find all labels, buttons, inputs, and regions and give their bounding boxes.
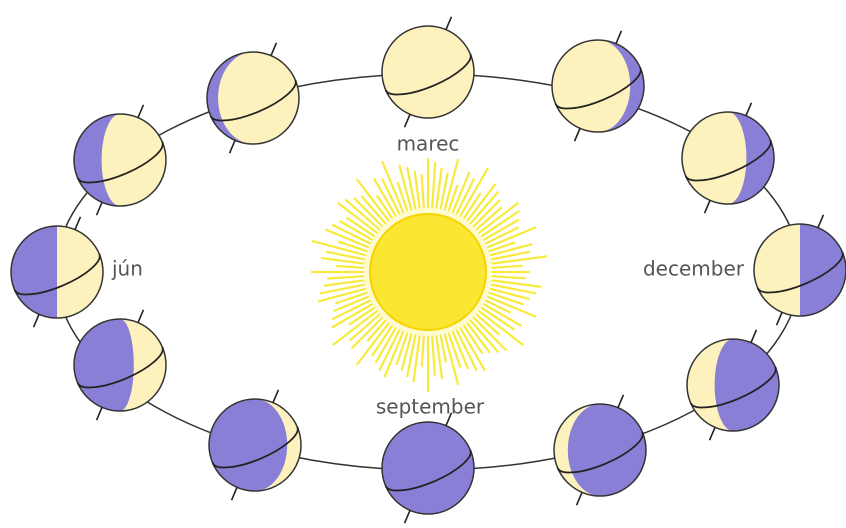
sun-ray [432,332,435,376]
sun-ray [488,276,526,278]
sun-ray [422,174,424,212]
sun-ray [465,320,491,353]
globe-axis-top [75,217,80,230]
globe [74,105,166,215]
globe [754,215,846,325]
globe-axis-bottom [705,200,710,213]
globe-axis-bottom [232,487,237,500]
globe-axis-bottom [97,407,102,420]
label-june: jún [111,257,143,281]
globe-night [800,224,846,316]
globe [209,390,301,500]
globe-axis-bottom [577,492,582,505]
globe-night [11,226,57,318]
globe-axis-bottom [777,312,782,325]
globe [687,330,779,440]
sun-ray [432,162,435,212]
globe-axis-bottom [230,140,235,153]
label-march: marec [397,132,460,156]
globe-axis-top [138,105,143,118]
sun-ray [327,276,368,279]
globe [554,395,646,505]
globe-axis-bottom [405,510,410,523]
globe-axis-top [271,43,276,56]
globe-axis-top [751,330,756,343]
globe-axis-bottom [97,202,102,215]
globe-axis-top [746,103,751,116]
sun-disc [370,214,486,330]
globe-axis-bottom [405,114,410,127]
label-september: september [376,395,485,419]
globe-axis-top [818,215,823,228]
globe-axis-top [273,390,278,403]
globe-axis-bottom [575,128,580,141]
sun-ray [422,332,424,367]
label-december: december [643,257,745,281]
sun [311,158,547,392]
globe-axis-bottom [34,314,39,327]
globe [74,310,166,420]
globe [552,31,644,141]
sun-ray [361,196,388,227]
diagram: marec jún september december [0,0,846,528]
sun-ray [470,200,500,230]
globe-axis-top [618,395,623,408]
globe [382,17,474,127]
globe-axis-bottom [710,427,715,440]
globe [382,413,474,523]
globe [207,43,299,153]
sun-ray [488,266,523,268]
globe [11,217,103,327]
globe-axis-top [138,310,143,323]
globe-night [568,404,646,496]
globe-night [715,339,779,431]
sun-ray [336,266,368,268]
globe [682,103,774,213]
globe-night [74,319,134,411]
globe-night [209,399,287,491]
globe-axis-top [446,17,451,30]
globe-axis-top [616,31,621,44]
